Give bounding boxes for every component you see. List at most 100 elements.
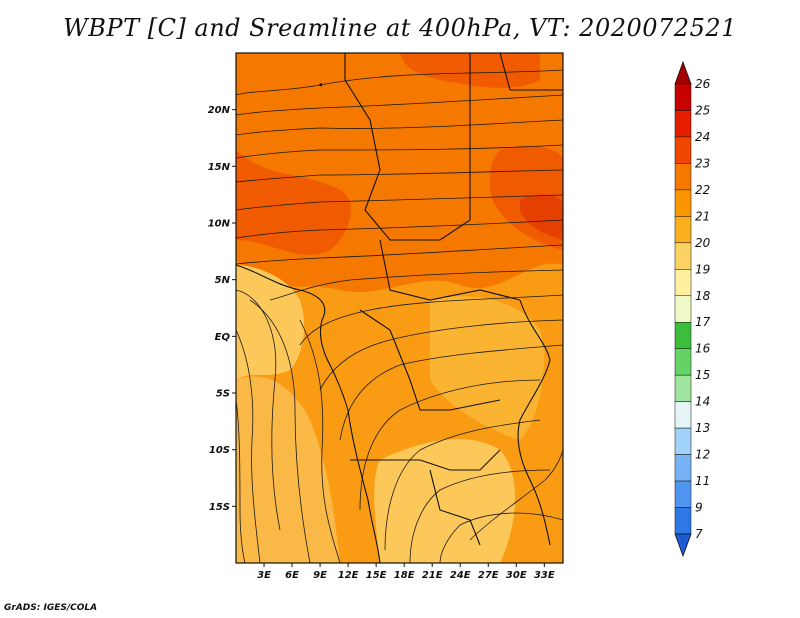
colorbar-label: 12: [695, 448, 710, 462]
streamline: [236, 399, 246, 563]
lon-tick-label: 9E: [313, 570, 327, 581]
colorbar-label: 9: [695, 501, 703, 515]
streamline: [409, 469, 551, 563]
lon-tick-label: 27E: [478, 570, 499, 581]
lat-tick-label: 15N: [208, 162, 231, 173]
streamline: [236, 194, 563, 211]
colorbar-label: 11: [695, 474, 710, 488]
lon-tick-label: 15E: [366, 570, 387, 581]
zambia-borders: [429, 469, 481, 546]
longitude-axis: 3E 6E 9E 12E 15E 18E 21E 24E 27E 30E 33E: [257, 563, 555, 581]
colorbar-label: 7: [695, 527, 703, 541]
map-frame: [235, 52, 564, 564]
lat-tick-label: EQ: [215, 332, 231, 343]
colorbar-label: 17: [695, 315, 711, 329]
streamline: [236, 144, 563, 159]
streamline: [236, 169, 563, 183]
west-africa-coastline: [236, 264, 349, 411]
grads-credit: GrADS: IGES/COLA: [4, 603, 98, 613]
colorbar-label: 26: [695, 77, 711, 91]
southwest-coastline: [347, 409, 381, 563]
colorbar-segment: [674, 216, 692, 244]
central-borders: [379, 239, 521, 301]
lat-tick-label: 10S: [209, 445, 230, 456]
colorbar-segment: [674, 480, 692, 508]
colorbar-label: 19: [695, 262, 710, 276]
lon-tick-label: 12E: [338, 570, 359, 581]
streamline: [439, 512, 563, 563]
latitude-axis: 20N 15N 10N 5N EQ 5S 10S 15S: [208, 105, 236, 513]
lon-tick-label: 3E: [257, 570, 271, 581]
colorbar-label: 24: [695, 130, 710, 144]
streamline: [339, 344, 563, 441]
streamlines: [236, 69, 563, 563]
streamline: [236, 244, 563, 265]
wbpt-shading-20-gulf: [236, 265, 305, 380]
lon-tick-label: 18E: [394, 570, 415, 581]
colorbar-segment: [674, 269, 692, 297]
wbpt-shading-20-south: [374, 439, 515, 563]
colorbar-segment: [674, 242, 692, 270]
lon-tick-label: 33E: [534, 570, 555, 581]
streamline: [236, 119, 563, 136]
streamline: [236, 94, 563, 116]
colorbar: 26 25 24 23 22 21 20 19 18 17 16 15 14 13 12 11 9 7: [674, 60, 711, 558]
colorbar-segment: [674, 507, 692, 535]
colorbar-label: 22: [695, 183, 710, 197]
colorbar-segment: [674, 136, 692, 164]
colorbar-label: 21: [695, 209, 710, 223]
streamline: [359, 379, 541, 511]
colorbar-label: 14: [695, 395, 710, 409]
colorbar-segment: [674, 374, 692, 402]
streamline: [384, 419, 541, 551]
streamline: [236, 219, 563, 239]
colorbar-segment: [674, 189, 692, 217]
colorbar-segment: [674, 427, 692, 455]
streamline: [236, 289, 281, 531]
colorbar-segment: [674, 454, 692, 482]
lon-tick-label: 24E: [450, 570, 471, 581]
colorbar-label: 16: [695, 342, 711, 356]
lon-tick-label: 30E: [506, 570, 527, 581]
colorbar-segment: [674, 163, 692, 191]
colorbar-label: 18: [695, 289, 711, 303]
wbpt-field: [236, 53, 563, 563]
streamline: [299, 319, 341, 563]
northeast-borders: [499, 53, 563, 91]
lat-tick-label: 5S: [216, 389, 230, 400]
colorbar-label: 23: [695, 156, 710, 170]
colorbar-label: 25: [695, 103, 710, 117]
colorbar-segment: [674, 110, 692, 138]
colorbar-label: 13: [695, 421, 710, 435]
colorbar-label: 20: [695, 236, 711, 250]
streamline: [249, 299, 311, 563]
wbpt-shading-20-east: [430, 296, 544, 440]
lon-tick-label: 21E: [422, 570, 443, 581]
colorbar-segment: [674, 348, 692, 376]
southern-borders: [350, 449, 501, 471]
streamline: [236, 69, 563, 96]
colorbar-segment: [674, 401, 692, 429]
colorbar-max-arrow: [674, 60, 692, 85]
lon-tick-label: 6E: [285, 570, 299, 581]
wbpt-shading-23-west: [236, 150, 351, 255]
streamline: [269, 269, 563, 301]
streamline: [236, 329, 261, 563]
lat-tick-label: 15S: [209, 502, 230, 513]
colorbar-label: 15: [695, 368, 710, 382]
sahel-borders: [344, 53, 471, 241]
congo-borders: [359, 309, 501, 411]
streamline: [299, 294, 563, 346]
streamline: [319, 319, 563, 391]
east-coast-lakes: [517, 299, 551, 546]
lat-tick-label: 20N: [208, 105, 231, 116]
colorbar-segment: [674, 321, 692, 349]
lat-tick-label: 5N: [215, 275, 231, 286]
wbpt-shading-20-southwest: [236, 376, 340, 563]
colorbar-segment: [674, 83, 692, 111]
lat-tick-label: 10N: [208, 219, 231, 230]
map-title: WBPT [C] and Sreamline at 400hPa, VT: 20…: [63, 14, 737, 42]
streamline: [469, 449, 563, 541]
wbpt-shading-24: [520, 194, 563, 240]
